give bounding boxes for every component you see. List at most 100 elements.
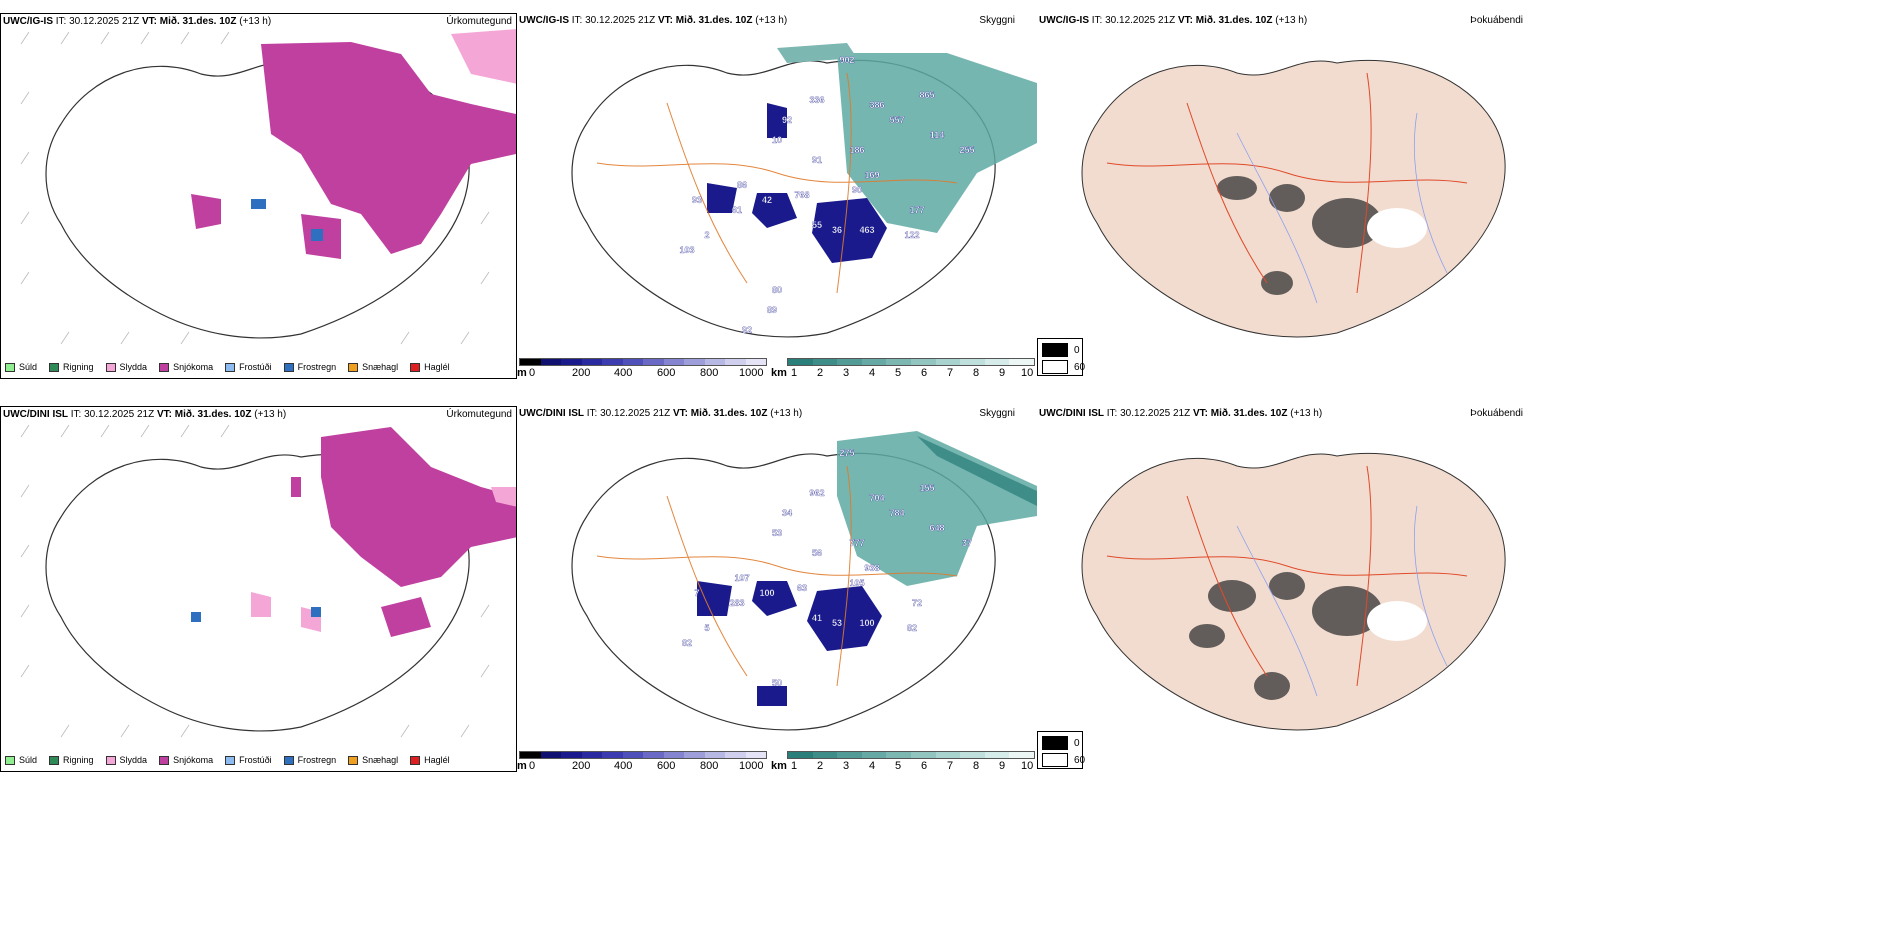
ceiling-value-label: 53	[832, 618, 842, 628]
ceiling-tick: 0	[529, 760, 536, 772]
ceiling-value-label: 122	[904, 230, 919, 240]
ceiling-value-label: 92	[782, 115, 792, 125]
visibility-colorbar: km 1 2 3 4 5 6 7 8 9 10	[771, 358, 1037, 379]
lead-time: (+13 h)	[770, 408, 803, 419]
ceiling-colorbar: m 0 200 400 600 800 1000	[517, 751, 767, 772]
lead-time: (+13 h)	[1290, 408, 1323, 419]
model-name: UWC/IG-IS	[3, 16, 53, 27]
legend-item: Haglél	[410, 755, 450, 765]
legend-item: Rigning	[49, 755, 94, 765]
ceiling-tick: 600	[657, 760, 676, 772]
legend-item: Frostúði	[225, 362, 272, 372]
visibility-tick: 6	[921, 760, 928, 772]
legend-item: Haglél	[410, 362, 450, 372]
init-time: IT: 30.12.2025 21Z	[586, 408, 671, 419]
model-name: UWC/DINI ISL	[3, 409, 68, 420]
fog-swatch	[1042, 736, 1068, 750]
ceiling-value-label: 89	[767, 305, 777, 315]
ceiling-tick: 800	[700, 760, 719, 772]
ceiling-value-label: 50	[772, 678, 782, 688]
ceiling-value-label: 61	[732, 205, 742, 215]
legend-item: Frostúði	[225, 755, 272, 765]
fog-legend-label: 0	[1074, 737, 1080, 749]
ceiling-value-label: 704	[869, 493, 884, 503]
ceiling-tick: 200	[572, 760, 591, 772]
ceiling-value-label: 155	[919, 483, 934, 493]
ceiling-value-label: 186	[849, 145, 864, 155]
visibility-tick: 10	[1021, 760, 1034, 772]
fog-legend: 0 60	[1037, 338, 1085, 376]
legend-item: Frostregn	[283, 755, 337, 765]
visibility-tick: 4	[869, 760, 876, 772]
init-time: IT: 30.12.2025 21Z	[1106, 408, 1191, 419]
legend-swatch	[225, 362, 236, 372]
ceiling-value-label: 56	[812, 548, 822, 558]
visibility-colorbar-track	[787, 751, 1035, 759]
legend-item: Súld	[5, 362, 37, 372]
ceiling-value-label: 777	[849, 538, 864, 548]
ceiling-value-label: 768	[794, 190, 809, 200]
visibility-tick: 8	[973, 367, 980, 379]
visibility-colorbar-track	[787, 358, 1035, 366]
ceiling-value-label: 938	[864, 563, 879, 573]
legend-item: Snæhagl	[348, 755, 398, 765]
precip-legend: Súld Rigning Slydda Snjókoma Frostúði Fr…	[5, 362, 462, 372]
legend-swatch	[159, 755, 170, 765]
visibility-tick: 7	[947, 367, 954, 379]
ceiling-value-label: 86	[737, 180, 747, 190]
ceiling-tick: 400	[614, 760, 633, 772]
legend-label: Snæhagl	[362, 755, 399, 765]
legend-label: Slydda	[119, 362, 148, 372]
ceiling-value-label: 962	[809, 488, 824, 498]
ceiling-value-label: 93	[692, 195, 702, 205]
visibility-unit: km	[771, 760, 787, 772]
ceiling-value-label: 283	[729, 598, 744, 608]
legend-label: Frostregn	[297, 362, 337, 372]
init-time: IT: 30.12.2025 21Z	[571, 15, 656, 26]
fog-panel-row2: UWC/DINI ISL IT: 30.12.2025 21Z VT: Mið.…	[1037, 406, 1527, 772]
legend-item: Snjókoma	[159, 755, 213, 765]
legend-label: Rigning	[63, 755, 94, 765]
lead-time: (+13 h)	[755, 15, 788, 26]
fog-label: Þokuábendi	[1470, 408, 1523, 419]
ceiling-value-label: 557	[889, 115, 904, 125]
legend-item: Slydda	[105, 755, 148, 765]
visibility-unit: km	[771, 367, 787, 379]
visibility-label: Skyggni	[979, 15, 1015, 26]
precip-title: UWC/DINI ISL IT: 30.12.2025 21Z VT: Mið.…	[3, 409, 286, 420]
ceiling-value-label: 865	[919, 90, 934, 100]
legend-label: Frostregn	[297, 755, 337, 765]
ceiling-colorbar: m 0 200 400 600 800 1000	[517, 358, 767, 379]
ceiling-value-label: 41	[812, 613, 822, 623]
legend-label: Súld	[19, 755, 38, 765]
visibility-tick: 1	[791, 760, 798, 772]
valid-time: VT: Mið. 31.des. 10Z	[657, 15, 753, 26]
fog-title: UWC/IG-IS IT: 30.12.2025 21Z VT: Mið. 31…	[1039, 15, 1307, 26]
model-name: UWC/DINI ISL	[1039, 408, 1104, 419]
legend-swatch	[283, 362, 294, 372]
legend-label: Slydda	[119, 755, 148, 765]
fog-swatch	[1042, 360, 1068, 374]
legend-item: Frostregn	[283, 362, 337, 372]
valid-time: VT: Mið. 31.des. 10Z	[156, 409, 252, 420]
ceiling-colorbar-track	[519, 358, 767, 366]
legend-swatch	[410, 362, 421, 372]
visibility-title: UWC/DINI ISL IT: 30.12.2025 21Z VT: Mið.…	[519, 408, 802, 419]
ceiling-value-label: 90	[852, 185, 862, 195]
visibility-tick: 2	[817, 367, 824, 379]
precip-map	[20, 29, 516, 345]
visibility-colorbar: km 1 2 3 4 5 6 7 8 9 10	[771, 751, 1037, 772]
fog-panel-row1: UWC/IG-IS IT: 30.12.2025 21Z VT: Mið. 31…	[1037, 13, 1527, 379]
ceiling-unit: m	[517, 367, 527, 379]
precip-label: Úrkomutegund	[446, 16, 512, 27]
legend-swatch	[49, 362, 60, 372]
precip-label: Úrkomutegund	[446, 409, 512, 420]
ceiling-value-label: 82	[682, 638, 692, 648]
fog-legend-item: 60	[1042, 753, 1085, 767]
ceiling-value-label: 91	[812, 155, 822, 165]
ceiling-value-label: 80	[772, 285, 782, 295]
legend-swatch	[225, 755, 236, 765]
fog-legend-item: 0	[1042, 736, 1080, 750]
